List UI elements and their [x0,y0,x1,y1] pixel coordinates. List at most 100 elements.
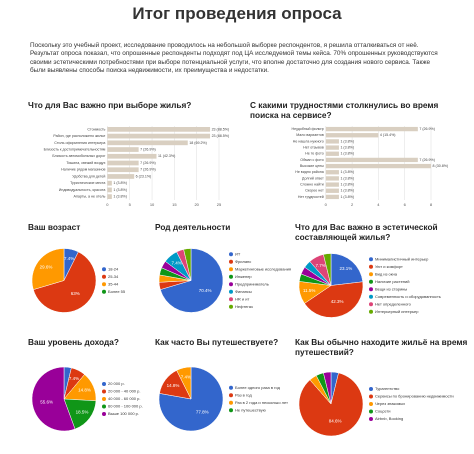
slice-label: 7.4% [181,374,191,379]
y-tick-label: Близость к достопримечательностям [44,147,106,151]
y-tick-label: Не те фото [305,152,324,156]
y-tick-label: Наличие рядом магазинов [61,168,105,172]
legend-swatch [102,274,106,279]
pie-slice [323,371,332,405]
legend-label: 40 000 - 60 000 р. [108,396,140,401]
legend-swatch [369,402,373,406]
x-tick-label: 5 [129,202,132,207]
pie-slice [31,366,76,432]
pie-slice [31,248,65,290]
x-tick-label: 0 [325,202,328,207]
slice-label: 14.8% [167,383,180,388]
bar [107,187,112,193]
x-tick-label: 2 [351,202,354,207]
chart-panel: Ваш уровень дохода? 7.4% 14.8% 18.5% 55.6% 20… [28,337,158,449]
y-tick-label: Район, где расположено жилье [53,134,105,138]
y-tick-label: Неудобный фильтр [292,127,324,131]
legend-label: Нет определенного [375,301,412,306]
intro-text: Поскольку это учебный проект, исследован… [30,42,438,75]
legend-swatch [102,389,106,394]
legend-label: Более одного раза в год [235,385,281,390]
value-label: 23 (88.5%) [212,127,230,131]
chart: 84.6% Турагентство Сервисы по бронированию… [298,371,454,437]
pie-slice [160,248,224,313]
legend-label: Нефтегаз [235,304,253,309]
legend-label: Инженер [235,274,252,279]
value-label: 7 (26.9%) [140,147,156,151]
slice-label: 63% [71,291,80,296]
legend-swatch [369,279,373,284]
y-tick-label: Не видно района [295,170,324,174]
legend-label: Airbnb, Booking [375,416,403,421]
legend-swatch [102,382,106,386]
bar [107,160,139,166]
legend-label: HR и ит [235,296,249,301]
bar [325,139,339,144]
legend-label: 35-44 [108,281,119,286]
pie-slice [304,281,364,318]
slice-label: 77.8% [196,410,209,415]
legend-swatch [102,267,106,272]
value-label: 4 (15.4%) [380,133,396,137]
legend-swatch [102,282,106,287]
bar [325,194,339,200]
value-label: 1 (3.8%) [113,195,127,199]
chart-title: Как часто Вы путешествуете? [155,337,279,347]
bar [107,174,135,179]
value-label: 1 (3.8%) [340,152,354,156]
bar [325,188,339,193]
legend-label: Сервисы по бронированию недвижимости [375,394,454,399]
pie-slice [330,253,364,286]
legend-swatch [369,409,373,414]
slice-label: 11.5% [303,288,315,293]
x-tick-label: 4 [377,202,380,207]
y-tick-label: Нет отзывов [303,146,324,150]
legend-swatch [369,417,373,421]
legend-label: Через знакомых [375,401,405,406]
chart-title: Что для Вас важно в эстетической составл… [295,222,438,242]
pie-slice [176,366,192,400]
legend-label: Наличие растений [375,279,409,284]
value-label: 7 (26.9%) [419,158,435,162]
legend-label: Финансы [235,289,252,294]
bar [325,157,418,163]
legend-swatch [229,385,233,390]
legend-swatch [369,387,373,391]
y-tick-label: Высокие цены [300,164,324,168]
chart: 0 5 10 15 20 25 Стоимость 23 (88.5%) Район, где … [44,126,230,207]
legend-label: Современность и оборудованность [375,294,441,299]
chart-panel: Ваш возраст 7.4% 63% 29.6% 18-24 25-34 35-44 Бо… [28,222,158,327]
legend-swatch [229,282,233,287]
value-label: 7 (26.9%) [140,168,156,172]
legend-swatch [229,408,233,413]
bar [107,133,211,139]
value-label: 6 (23.1%) [136,174,152,178]
legend-label: Соцсети [375,409,391,414]
legend-label: 18-24 [108,266,119,271]
bar [107,180,112,186]
value-label: 1 (3.8%) [340,195,354,199]
legend-label: Уют и комфорт [375,264,403,269]
bar [325,176,339,181]
pie-slice [298,372,364,437]
pie-slice [183,248,192,281]
legend-label: Фриланс [235,259,251,264]
legend-swatch [369,264,373,269]
pie-slice [323,253,332,286]
slice-label: 23.1% [340,266,353,271]
legend-swatch [369,272,373,277]
legend-label: Не путешествую [235,407,266,412]
chart-panel: С какими трудностями столкнулись во врем… [250,100,455,212]
chart-title: С какими трудностями столкнулись во врем… [250,100,439,120]
legend-label: 20 000 р. [108,381,125,386]
legend-label: Минималистичный интерьер [375,256,429,261]
chart-panel: Как Вы обычно находите жильё на время пу… [295,337,470,449]
chart: 7.4% 14.8% 18.5% 55.6% 20 000 р. 20 000 - 40 … [31,366,143,432]
legend-swatch [369,394,373,399]
value-label: 1 (3.8%) [113,181,127,185]
y-tick-label: Мало вариантов [296,133,324,137]
slice-label: 7.4% [171,261,181,266]
chart: 7.4% 63% 29.6% 18-24 25-34 35-44 Более 55 [31,248,126,313]
chart-title: Ваш возраст [28,222,81,232]
